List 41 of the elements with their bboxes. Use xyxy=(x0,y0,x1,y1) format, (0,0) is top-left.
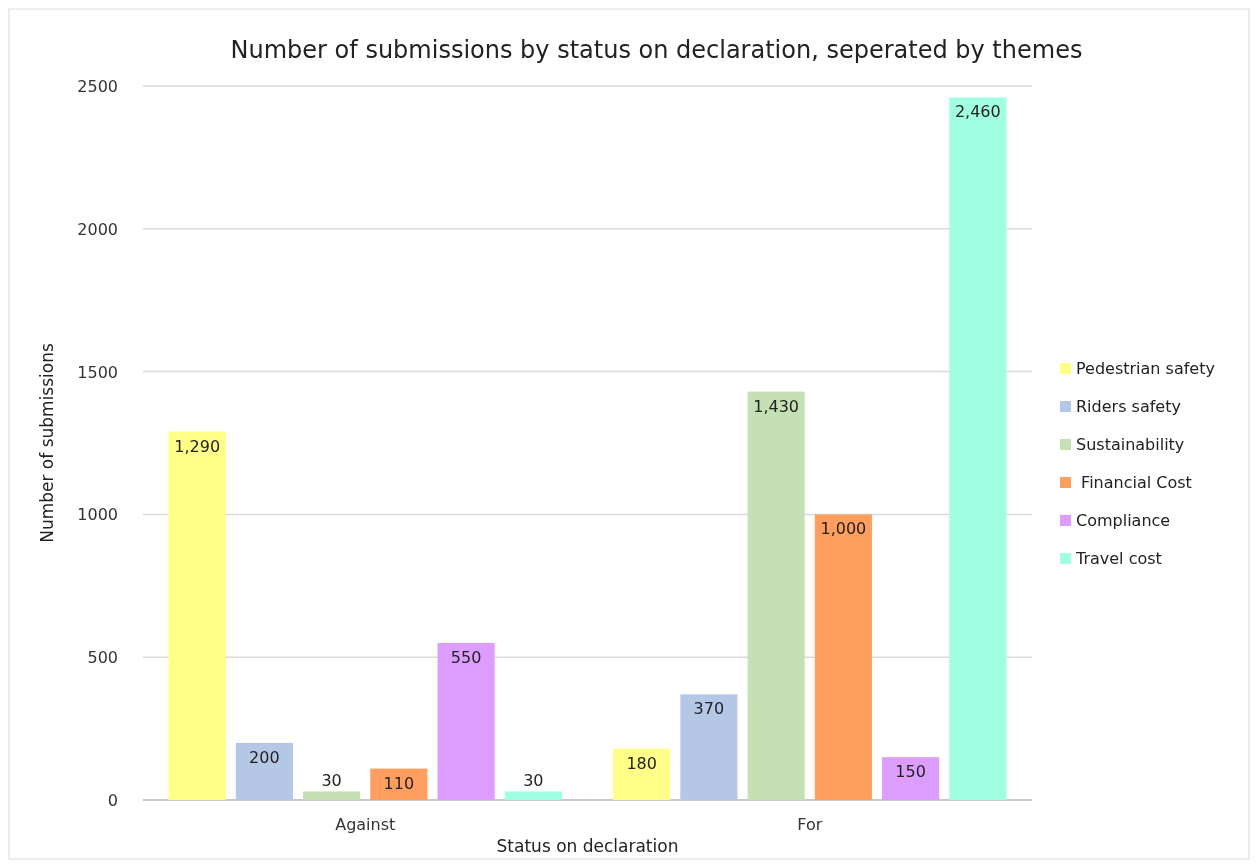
bar xyxy=(949,97,1007,800)
data-label: 110 xyxy=(383,773,415,793)
bar xyxy=(437,642,495,800)
legend-label: Pedestrian safety xyxy=(1076,359,1215,378)
chart-title: Number of submissions by status on declaration, seperated by themes xyxy=(230,36,1083,64)
legend-label: Sustainability xyxy=(1076,435,1185,454)
y-tick-label: 500 xyxy=(87,648,118,668)
legend-label: Financial Cost xyxy=(1076,473,1192,492)
x-tick-label: For xyxy=(797,815,823,834)
y-axis-title: Number of submissions xyxy=(37,343,57,543)
x-tick-label: Against xyxy=(335,815,396,834)
data-label: 150 xyxy=(895,762,926,782)
bar xyxy=(814,514,872,800)
legend-label: Compliance xyxy=(1076,511,1171,530)
data-label: 30 xyxy=(321,771,342,791)
data-label: 1,430 xyxy=(753,396,800,416)
bar xyxy=(303,791,361,800)
data-label: 30 xyxy=(523,771,544,791)
y-tick-label: 1500 xyxy=(77,362,118,382)
bar xyxy=(613,748,671,800)
data-label: 200 xyxy=(249,747,280,767)
y-tick-label: 1000 xyxy=(77,505,118,525)
y-tick-label: 2500 xyxy=(77,77,118,96)
bar xyxy=(504,791,562,800)
y-tick-label: 2000 xyxy=(77,219,118,239)
bar xyxy=(168,431,226,800)
data-label: 370 xyxy=(693,699,725,719)
data-label: 550 xyxy=(450,647,482,667)
bar xyxy=(235,742,293,800)
data-label: 1,000 xyxy=(820,519,867,539)
data-label: 180 xyxy=(626,753,657,773)
bar xyxy=(882,757,940,800)
bar xyxy=(370,768,428,800)
legend-label: Riders safety xyxy=(1076,397,1181,416)
x-axis-title: Status on declaration xyxy=(496,836,679,856)
bar xyxy=(747,391,805,800)
bar xyxy=(680,694,738,800)
data-label: 2,460 xyxy=(954,102,1001,122)
legend-label: Travel cost xyxy=(1075,549,1162,568)
data-label: 1,290 xyxy=(174,436,221,456)
y-tick-label: 0 xyxy=(107,791,118,810)
